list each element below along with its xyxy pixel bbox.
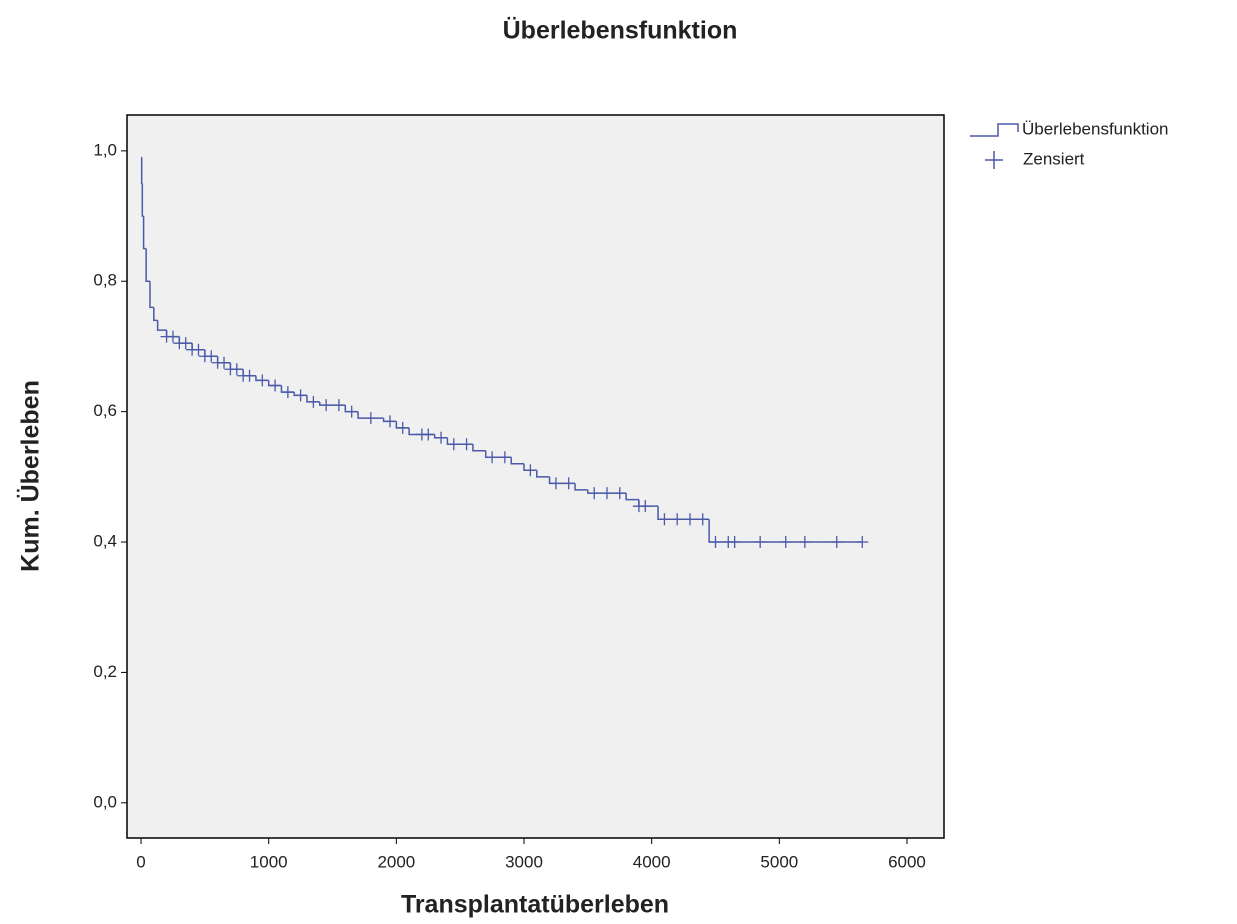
y-tick-label: 0,4 [93, 532, 117, 551]
step-segment [156, 320, 167, 331]
censor-marker [486, 451, 499, 464]
censor-marker [613, 487, 626, 500]
step-segment [472, 444, 486, 452]
step-segment [141, 183, 144, 217]
step-segment [153, 307, 158, 322]
x-tick-label: 0 [136, 852, 145, 871]
step-segment [536, 470, 550, 478]
step-segment [587, 489, 627, 494]
censor-marker [243, 369, 256, 382]
y-tick-label: 0,6 [93, 401, 117, 420]
step-segment [140, 157, 143, 185]
x-axis-title: Transplantatüberleben [401, 891, 669, 919]
censor-marker [856, 536, 869, 549]
censor-marker [230, 363, 243, 376]
censor-marker [192, 343, 205, 356]
censor-marker [798, 536, 811, 549]
censor-marker [396, 421, 409, 434]
y-tick-label: 0,2 [93, 662, 117, 681]
censor-marker [422, 428, 435, 441]
censor-marker [779, 536, 792, 549]
x-tick-label: 3000 [505, 852, 543, 871]
censor-marker [205, 350, 218, 363]
y-tick-label: 0,0 [93, 792, 117, 811]
y-tick-label: 0,8 [93, 271, 117, 290]
censor-marker [320, 399, 333, 412]
censor-marker [683, 513, 696, 526]
censor-marker [728, 536, 741, 549]
censor-marker [364, 412, 377, 425]
censor-marker [383, 415, 396, 428]
censor-marker [294, 389, 307, 402]
censor-marker [435, 431, 448, 444]
x-tick-label: 5000 [760, 852, 798, 871]
x-tick-label: 4000 [633, 852, 671, 871]
censor-marker [460, 438, 473, 451]
censor-marker [166, 330, 179, 343]
censor-marker [179, 337, 192, 350]
step-segment [510, 457, 525, 465]
censor-marker [524, 464, 537, 477]
censor-marker [447, 438, 460, 451]
legend-swatch [970, 123, 1019, 137]
censor-marker [498, 451, 511, 464]
x-tick-label: 2000 [377, 852, 415, 871]
y-axis-title: Kum. Überleben [16, 380, 45, 572]
censor-marker [600, 487, 613, 500]
censor-marker [281, 386, 294, 399]
step-segment [708, 519, 863, 543]
y-tick-label: 1,0 [93, 140, 117, 159]
censor-marker [218, 356, 231, 369]
step-segment [145, 248, 150, 282]
step-segment [149, 281, 154, 309]
censor-marker [671, 513, 684, 526]
censor-marker [307, 395, 320, 408]
censor-marker [345, 405, 358, 418]
x-tick-label: 1000 [250, 852, 288, 871]
censor-marker [709, 536, 722, 549]
censor-marker [549, 477, 562, 490]
step-segment [625, 493, 639, 501]
legend-label: Zensiert [1023, 149, 1085, 168]
x-tick-label: 6000 [888, 852, 926, 871]
censor-marker [562, 477, 575, 490]
chart-title: Überlebensfunktion [503, 16, 738, 45]
censor-marker [588, 487, 601, 500]
plot-area [126, 114, 945, 839]
step-segment [142, 216, 147, 250]
censor-marker [269, 379, 282, 392]
legend-swatch [985, 151, 1003, 169]
censor-marker [639, 500, 652, 513]
censor-marker [256, 374, 269, 387]
censor-marker [754, 536, 767, 549]
legend-label: Überlebensfunktion [1022, 119, 1168, 138]
censor-marker [332, 399, 345, 412]
step-segment [574, 483, 588, 491]
censor-marker [658, 513, 671, 526]
censor-marker [696, 513, 709, 526]
censor-marker [830, 536, 843, 549]
